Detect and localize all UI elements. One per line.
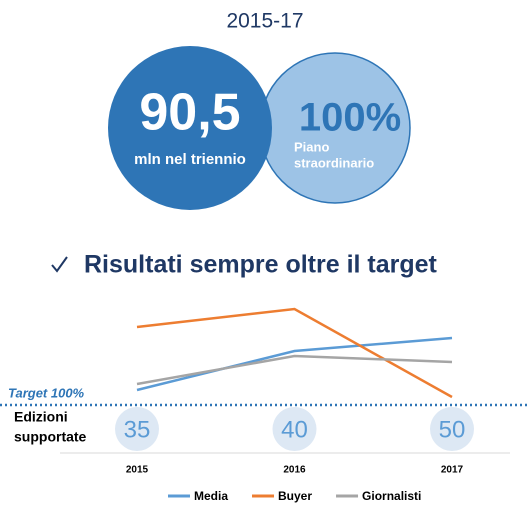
edition-value: 40 — [281, 416, 308, 443]
plan-caption: Piano — [294, 139, 329, 154]
legend-label: Media — [194, 489, 228, 503]
series-line — [136, 354, 453, 386]
editions-label: Edizioni — [14, 409, 68, 425]
budget-value: 90,5 — [139, 84, 240, 142]
x-tick-label: 2017 — [441, 465, 464, 476]
x-tick-label: 2016 — [283, 465, 306, 476]
check-icon — [51, 256, 68, 273]
budget-caption: mln nel triennio — [134, 151, 246, 168]
legend-label: Giornalisti — [362, 489, 421, 503]
edition-circle — [115, 407, 159, 451]
edition-circle — [430, 407, 474, 451]
x-tick-label: 2015 — [126, 465, 149, 476]
legend-label: Buyer — [278, 489, 312, 503]
plan-value: 100% — [299, 96, 401, 140]
edition-value: 50 — [439, 416, 466, 443]
editions-label: supportate — [14, 429, 87, 445]
series-line — [136, 336, 453, 392]
series-line — [136, 307, 453, 399]
period: 2015-17 — [226, 10, 303, 33]
edition-value: 35 — [124, 416, 151, 443]
plan-caption: straordinario — [294, 155, 374, 170]
target-label: Target 100% — [8, 385, 85, 400]
edition-circle — [272, 407, 317, 451]
budget-circle — [108, 46, 272, 210]
subtitle: Risultati sempre oltre il target — [84, 251, 438, 279]
